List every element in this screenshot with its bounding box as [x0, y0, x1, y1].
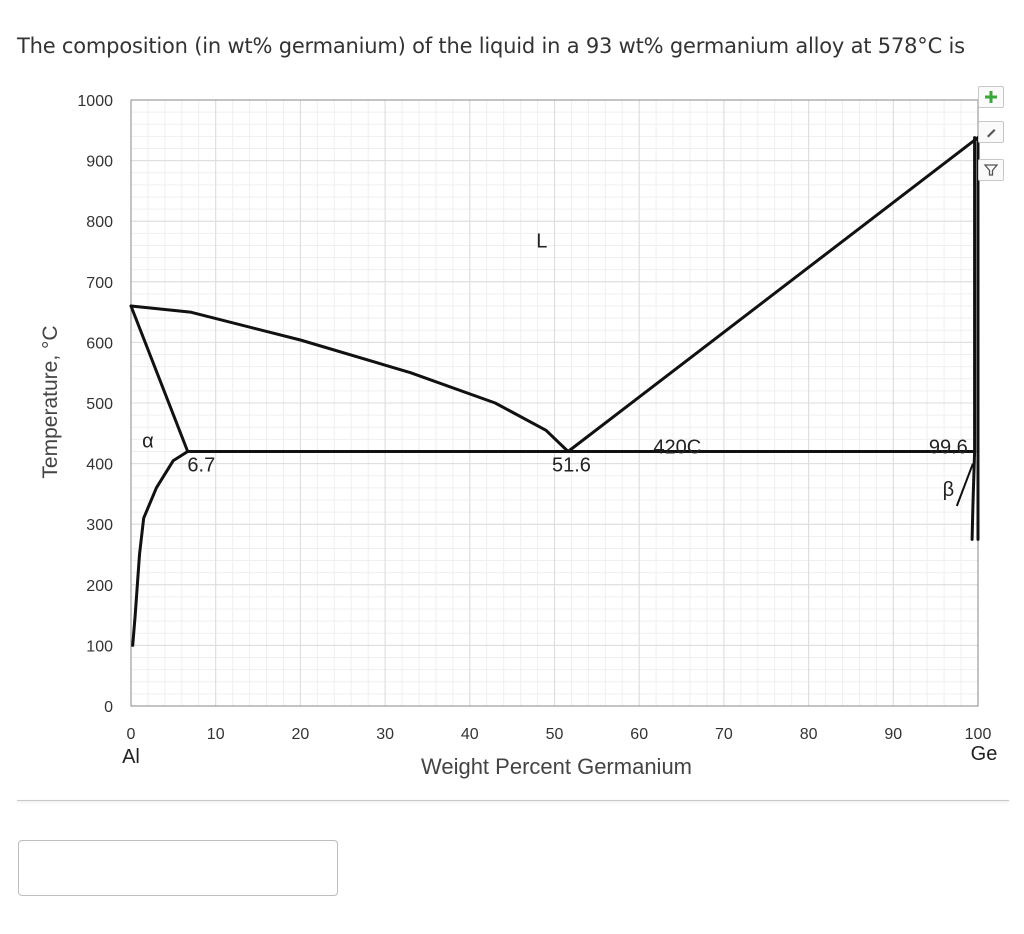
- annotation-label: 99.6: [929, 436, 968, 458]
- phase-line-liquidus-al: [129, 304, 570, 453]
- x-tick-label: 50: [546, 726, 564, 743]
- y-tick-label: 300: [86, 517, 113, 534]
- x-tick-label: 60: [630, 726, 648, 743]
- annotation-label: L: [536, 230, 547, 252]
- annotation-label: α: [142, 430, 154, 452]
- y-tick-label: 900: [86, 154, 113, 171]
- y-tick-label: 0: [104, 699, 113, 716]
- plus-icon-glyph: [985, 91, 997, 103]
- phase-line-solvus-al: [131, 450, 190, 647]
- beta-pointer: [955, 463, 974, 507]
- y-tick-label: 1000: [77, 93, 113, 110]
- y-tick-label: 600: [86, 335, 113, 352]
- panel-divider: [17, 800, 1009, 801]
- x-end-label-right: Ge: [971, 743, 998, 765]
- y-tick-label: 800: [86, 214, 113, 231]
- x-tick-label: 90: [884, 726, 902, 743]
- y-tick-label: 400: [86, 457, 113, 474]
- plus-icon[interactable]: [978, 86, 1004, 108]
- x-end-label-left: Al: [122, 746, 140, 768]
- x-axis-title: Weight Percent Germanium: [421, 754, 692, 779]
- pencil-icon[interactable]: [978, 121, 1004, 143]
- x-tick-label: 0: [127, 726, 136, 743]
- pencil-icon-glyph: [987, 129, 996, 138]
- y-tick-label: 700: [86, 275, 113, 292]
- annotation-label: β: [943, 479, 955, 501]
- x-tick-label: 100: [965, 726, 992, 743]
- annotation-label: 51.6: [552, 455, 591, 477]
- annotation-label: 6.7: [187, 455, 215, 477]
- phase-line-solvus-ge: [970, 450, 977, 541]
- x-tick-label: 40: [461, 726, 479, 743]
- filter-icon[interactable]: [978, 159, 1004, 181]
- x-tick-label: 10: [207, 726, 225, 743]
- phase-line-solidus-al: [129, 304, 190, 453]
- filter-icon-glyph: [983, 164, 999, 176]
- phase-diagram-chart: 0 100 200 300 400 500 600 700 800 900 1000 0 10 20 30 4…: [39, 93, 998, 779]
- annotation-label: 420C: [653, 436, 701, 458]
- y-tick-label: 500: [86, 396, 113, 413]
- y-tick-label: 100: [86, 638, 113, 655]
- x-tick-label: 30: [376, 726, 394, 743]
- y-tick-label: 200: [86, 578, 113, 595]
- phase-line-liquidus-ge: [566, 136, 980, 453]
- x-tick-label: 80: [800, 726, 818, 743]
- x-tick-label: 20: [292, 726, 310, 743]
- question-text: The composition (in wt% germanium) of th…: [17, 34, 965, 58]
- x-tick-label: 70: [715, 726, 733, 743]
- y-axis-title: Temperature, °C: [39, 325, 62, 478]
- answer-input[interactable]: [18, 840, 338, 896]
